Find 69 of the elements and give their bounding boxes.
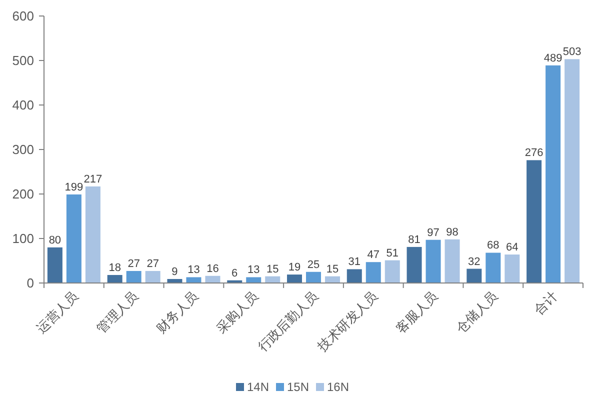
y-tick-label: 100 — [12, 231, 34, 246]
bar — [406, 246, 422, 283]
x-tick-label: 客服人员 — [393, 288, 440, 336]
data-label: 9 — [172, 266, 178, 278]
data-label: 80 — [48, 234, 62, 246]
data-label: 276 — [524, 147, 544, 160]
legend-label: 14N — [247, 380, 270, 394]
data-label: 15 — [266, 263, 279, 276]
bar — [47, 247, 62, 283]
data-label: 81 — [408, 234, 420, 246]
x-tick-label: 合计 — [531, 288, 560, 318]
data-label: 32 — [468, 256, 480, 268]
bar — [85, 186, 100, 283]
bar — [504, 254, 520, 283]
y-tick-label: 400 — [12, 98, 34, 112]
bar — [444, 239, 460, 283]
y-tick-label: 200 — [12, 186, 34, 202]
bar — [265, 276, 280, 283]
data-label: 19 — [288, 262, 301, 274]
y-tick-label: 0 — [26, 276, 34, 290]
data-label: 25 — [307, 258, 320, 271]
bar — [107, 274, 122, 283]
bar — [426, 240, 441, 283]
x-tick-label: 运营人员 — [34, 288, 82, 336]
legend-label: 15N — [287, 380, 310, 394]
data-label: 51 — [386, 247, 399, 260]
data-label: 503 — [562, 46, 582, 58]
bar — [486, 252, 501, 283]
bar — [126, 270, 142, 283]
x-tick-label: 管理人员 — [94, 288, 141, 336]
bar — [564, 59, 580, 283]
bar — [366, 262, 381, 283]
data-label: 217 — [84, 173, 102, 186]
bar — [526, 160, 542, 283]
bar — [205, 276, 220, 283]
data-label: 47 — [367, 249, 380, 262]
data-label: 97 — [427, 226, 440, 239]
bar — [246, 277, 262, 283]
data-label: 31 — [348, 256, 361, 268]
bar — [346, 269, 362, 283]
bar — [325, 276, 340, 283]
data-label: 27 — [128, 258, 140, 270]
data-label: 16 — [206, 262, 219, 275]
bar — [66, 194, 82, 283]
data-label: 98 — [446, 226, 458, 238]
bar — [384, 260, 400, 283]
bar — [466, 268, 482, 283]
y-tick-label: 600 — [12, 8, 34, 24]
data-label: 64 — [506, 242, 518, 254]
bar — [186, 277, 202, 283]
data-label: 6 — [232, 267, 238, 280]
data-label: 68 — [487, 240, 500, 252]
x-tick-label: 采购人员 — [213, 288, 261, 336]
bar — [287, 274, 302, 283]
bar — [306, 272, 321, 283]
data-label: 18 — [108, 262, 121, 274]
data-label: 489 — [544, 52, 562, 64]
bar — [145, 270, 160, 283]
x-tick-label: 财务人员 — [153, 288, 201, 336]
data-label: 199 — [64, 181, 84, 194]
x-tick-label: 仓储人员 — [452, 288, 500, 336]
data-label: 15 — [326, 263, 339, 276]
data-label: 13 — [188, 264, 200, 276]
legend-label: 16N — [327, 380, 350, 394]
bar — [546, 65, 561, 283]
data-label: 13 — [247, 264, 260, 276]
y-tick-label: 300 — [12, 142, 34, 157]
y-tick-label: 500 — [12, 53, 34, 68]
data-label: 27 — [146, 258, 159, 270]
